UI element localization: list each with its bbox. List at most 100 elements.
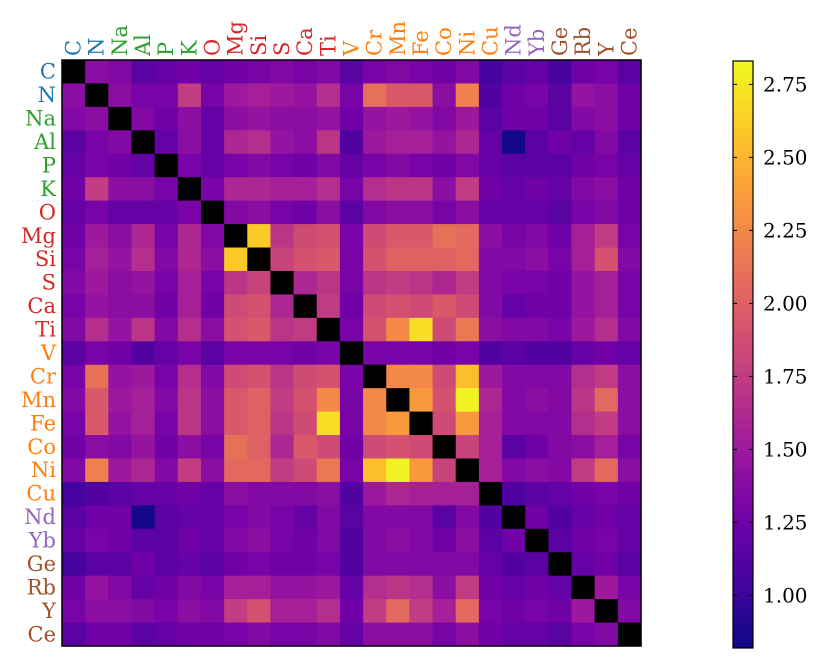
heatmap-cell-Y-Cr: [363, 599, 387, 624]
heatmap-cell-Nd-Fe: [409, 505, 434, 530]
heatmap-cell-Cu-C: [62, 481, 86, 506]
heatmap-cell-Si-N: [85, 247, 109, 272]
heatmap-cell-Mn-Co: [432, 388, 457, 413]
heatmap-cell-N-Mg: [224, 83, 248, 108]
heatmap-cell-Rb-P: [154, 575, 179, 600]
heatmap-cell-Mg-Ni: [455, 224, 480, 249]
heatmap-cell-Nd-C: [62, 505, 86, 530]
heatmap-cell-Co-N: [85, 435, 109, 460]
heatmap-cell-P-Co: [432, 153, 457, 178]
heatmap-cell-K-Na: [108, 177, 133, 202]
heatmap-cell-Al-Mg: [224, 130, 248, 155]
heatmap-cell-Nd-Mg: [224, 505, 248, 530]
heatmap-cell-K-Yb: [525, 177, 549, 202]
heatmap-cell-Ti-K: [177, 317, 202, 342]
heatmap-cell-N-N: [85, 83, 109, 108]
heatmap-cell-Cr-Si: [247, 364, 272, 389]
heatmap-cell-Yb-K: [177, 528, 202, 553]
heatmap-cell-Ni-Mg: [224, 458, 248, 483]
heatmap-cell-O-Cu: [478, 200, 503, 225]
heatmap-cell-Mn-C: [62, 388, 86, 413]
heatmap-cell-Na-Rb: [571, 106, 596, 131]
heatmap-cell-Ni-Co: [432, 458, 457, 483]
heatmap-cell-C-Si: [247, 60, 272, 85]
heatmap-cell-Ca-Ge: [548, 294, 573, 319]
heatmap-cell-Fe-Cu: [478, 411, 503, 436]
heatmap-cell-Mn-Ca: [293, 388, 318, 413]
x-label-Cu: Cu: [479, 26, 503, 56]
heatmap-cell-Mg-Fe: [409, 224, 434, 249]
heatmap-cell-Na-Al: [131, 106, 156, 131]
heatmap-cell-Ni-Si: [247, 458, 272, 483]
x-label-Al: Al: [131, 34, 155, 57]
heatmap-cell-Si-Si: [247, 247, 272, 272]
heatmap-cell-Yb-V: [339, 528, 364, 553]
heatmap-cell-Ce-Co: [432, 622, 457, 647]
heatmap-cell-Al-Ce: [617, 130, 642, 155]
y-label-Ca: Ca: [27, 294, 56, 318]
heatmap-cell-Ca-Co: [432, 294, 457, 319]
x-label-Ge: Ge: [548, 27, 572, 56]
heatmap-cell-Na-C: [62, 106, 86, 131]
heatmap-cell-P-S: [270, 153, 295, 178]
heatmap-cell-Mn-Cr: [363, 388, 387, 413]
heatmap-cell-Nd-Si: [247, 505, 272, 530]
heatmap-cell-Na-Ni: [455, 106, 480, 131]
heatmap-cell-Ti-P: [154, 317, 179, 342]
heatmap-cell-Rb-Ni: [455, 575, 480, 600]
heatmap-cell-O-P: [154, 200, 179, 225]
heatmap-cell-Rb-Ti: [316, 575, 341, 600]
heatmap-cell-O-Ge: [548, 200, 573, 225]
heatmap-cell-Mg-Al: [131, 224, 156, 249]
heatmap-cell-Nd-Cu: [478, 505, 503, 530]
heatmap-cell-Ge-O: [200, 552, 225, 577]
heatmap-cell-C-Co: [432, 60, 457, 85]
x-label-Ti: Ti: [316, 35, 340, 56]
heatmap-cell-Fe-Si: [247, 411, 272, 436]
heatmap-cell-N-S: [270, 83, 295, 108]
heatmap-cell-Co-Yb: [525, 435, 549, 460]
heatmap-cell-Ni-Ni: [455, 458, 480, 483]
heatmap-cell-Yb-Cu: [478, 528, 503, 553]
heatmap-cell-Ce-K: [177, 622, 202, 647]
y-label-Al: Al: [33, 130, 56, 154]
heatmap-cell-Cr-P: [154, 364, 179, 389]
heatmap-cell-Ti-Cr: [363, 317, 387, 342]
heatmap-cell-Ca-Mg: [224, 294, 248, 319]
heatmap-cell-Mg-N: [85, 224, 109, 249]
heatmap-cell-N-Rb: [571, 83, 596, 108]
x-label-Mn: Mn: [386, 21, 410, 56]
heatmap-cell-Fe-O: [200, 411, 225, 436]
heatmap-cell-Ni-N: [85, 458, 109, 483]
heatmap-cell-Ca-Y: [594, 294, 619, 319]
heatmap-cell-Mg-Mg: [224, 224, 248, 249]
heatmap-cell-Si-S: [270, 247, 295, 272]
y-label-Ce: Ce: [28, 622, 57, 646]
heatmap-cell-Al-Na: [108, 130, 133, 155]
heatmap-cell-Ni-Yb: [525, 458, 549, 483]
heatmap-cell-Na-Fe: [409, 106, 434, 131]
heatmap-cell-O-Ce: [617, 200, 642, 225]
heatmap-cell-Al-K: [177, 130, 202, 155]
heatmap-cell-Mg-Mn: [386, 224, 410, 249]
heatmap-cell-Cu-Al: [131, 481, 156, 506]
heatmap-cell-O-V: [339, 200, 364, 225]
heatmap-cell-Mg-Yb: [525, 224, 549, 249]
heatmap-cell-Ti-V: [339, 317, 364, 342]
heatmap-cell-Ti-O: [200, 317, 225, 342]
heatmap-cell-Fe-Ti: [316, 411, 341, 436]
heatmap-cell-Na-Mn: [386, 106, 410, 131]
heatmap-cell-K-Fe: [409, 177, 434, 202]
heatmap-cell-Na-Nd: [502, 106, 526, 131]
heatmap-cell-Ce-N: [85, 622, 109, 647]
heatmap-cell-S-Si: [247, 270, 272, 295]
heatmap-cell-Ca-Al: [131, 294, 156, 319]
heatmap-cell-Yb-Fe: [409, 528, 434, 553]
heatmap-cell-Ti-N: [85, 317, 109, 342]
heatmap-cell-N-Fe: [409, 83, 434, 108]
heatmap-cell-S-S: [270, 270, 295, 295]
heatmap-cells: [62, 60, 642, 647]
x-label-O: O: [201, 39, 225, 56]
heatmap-cell-K-V: [339, 177, 364, 202]
heatmap-cell-Cu-N: [85, 481, 109, 506]
